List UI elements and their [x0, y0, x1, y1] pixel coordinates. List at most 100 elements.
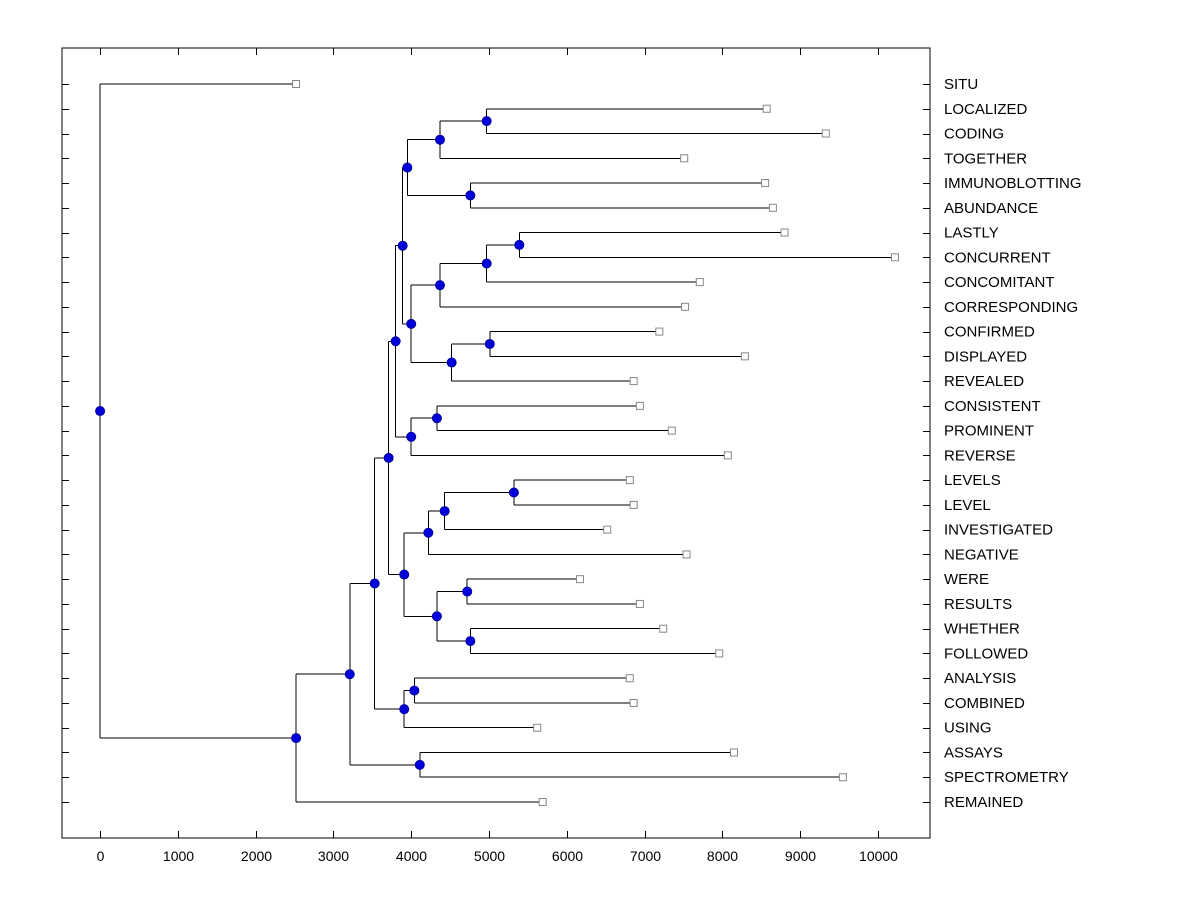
branch-node-marker	[465, 190, 476, 201]
x-tick-label: 9000	[785, 848, 816, 864]
axes	[61, 47, 931, 839]
branch-node-marker	[409, 685, 420, 696]
node-markers	[95, 80, 899, 806]
leaf-label: NEGATIVE	[944, 546, 1019, 563]
leaf-label: REVEALED	[944, 373, 1024, 390]
branch-node-marker	[95, 406, 106, 417]
leaf-marker	[576, 575, 584, 584]
leaf-marker	[603, 525, 612, 534]
branch-node-marker	[406, 318, 417, 329]
leaf-label: WHETHER	[944, 621, 1020, 638]
plot-box	[61, 47, 931, 839]
leaf-marker	[292, 80, 301, 88]
x-tick-label: 7000	[630, 848, 661, 864]
leaf-marker	[667, 426, 676, 435]
x-tick-label: 8000	[707, 848, 738, 864]
branch-node-marker	[423, 527, 434, 538]
leaf-label: RESULTS	[944, 596, 1012, 613]
plot-text: 0 1000 2000 3000 4000 5000 6000 7000 8000 9000 100…	[97, 76, 1082, 864]
leaf-marker	[533, 723, 542, 732]
leaf-marker	[838, 773, 847, 782]
leaf-marker	[635, 599, 644, 608]
leaf-marker	[723, 451, 732, 460]
branch-node-marker	[431, 413, 442, 424]
leaf-label: LEVELS	[944, 472, 1001, 489]
branch-node-marker	[484, 338, 495, 349]
leaf-label: CORRESPONDING	[944, 299, 1078, 316]
branch-node-marker	[402, 162, 413, 173]
branch-node-marker	[462, 586, 473, 597]
leaf-marker	[629, 698, 638, 707]
leaf-label: INVESTIGATED	[944, 522, 1053, 539]
leaf-marker	[625, 476, 634, 485]
leaf-marker	[740, 352, 749, 361]
x-tick-label: 3000	[318, 848, 349, 864]
branch-node-marker	[406, 431, 417, 442]
leaf-marker	[625, 674, 634, 683]
leaf-marker	[629, 500, 638, 509]
leaf-label: CONFIRMED	[944, 324, 1035, 341]
leaf-label: REMAINED	[944, 794, 1023, 811]
leaf-label: REVERSE	[944, 447, 1016, 464]
x-tick-label: 10000	[859, 848, 898, 864]
leaf-marker	[655, 327, 664, 336]
leaf-marker	[538, 798, 547, 806]
leaf-label: ABUNDANCE	[944, 200, 1038, 217]
leaf-marker	[635, 401, 644, 410]
leaf-marker	[680, 154, 689, 163]
x-tick-label: 1000	[163, 848, 194, 864]
leaf-marker	[891, 253, 899, 262]
branch-node-marker	[508, 487, 519, 498]
branch-node-marker	[481, 258, 492, 269]
leaf-marker	[730, 748, 738, 757]
leaf-label: IMMUNOBLOTTING	[944, 175, 1082, 192]
branch-node-marker	[481, 116, 492, 127]
branch-node-marker	[399, 569, 410, 580]
leaf-marker	[768, 203, 777, 212]
leaf-label: FOLLOWED	[944, 645, 1028, 662]
leaf-label: LOCALIZED	[944, 101, 1028, 118]
branch-node-marker	[465, 636, 476, 647]
branch-node-marker	[414, 759, 425, 770]
branch-node-marker	[431, 611, 442, 622]
branch-node-marker	[446, 357, 457, 368]
branch-node-marker	[435, 280, 445, 291]
leaf-marker	[715, 649, 724, 658]
branch-node-marker	[399, 704, 410, 715]
leaf-label: ANALYSIS	[944, 670, 1016, 687]
leaf-label: CONCOMITANT	[944, 274, 1055, 291]
leaf-marker	[659, 624, 668, 633]
leaf-marker	[821, 129, 830, 138]
branch-node-marker	[397, 240, 408, 251]
leaf-marker	[780, 228, 789, 237]
branch-node-marker	[383, 452, 394, 463]
leaf-marker	[695, 278, 704, 287]
x-tick-label: 6000	[552, 848, 583, 864]
branch-node-marker	[435, 134, 445, 145]
branch-node-marker	[369, 578, 380, 589]
x-tick-label: 0	[97, 848, 105, 864]
leaf-label: SPECTROMETRY	[944, 769, 1069, 786]
leaf-label: CONSISTENT	[944, 398, 1041, 415]
branch-node-marker	[344, 669, 355, 680]
leaf-label: CODING	[944, 126, 1004, 143]
leaf-label: PROMINENT	[944, 423, 1034, 440]
leaf-marker	[682, 550, 691, 559]
leaf-label: TOGETHER	[944, 150, 1027, 167]
leaf-label: CONCURRENT	[944, 249, 1051, 266]
leaf-marker	[761, 179, 770, 188]
branch-node-marker	[390, 336, 401, 347]
leaf-label: SITU	[944, 76, 978, 93]
x-tick-label: 4000	[396, 848, 427, 864]
leaf-marker	[762, 104, 771, 113]
branch-node-marker	[291, 733, 302, 744]
x-tick-label: 5000	[474, 848, 505, 864]
leaf-marker	[629, 377, 638, 386]
leaf-label: COMBINED	[944, 695, 1025, 712]
leaf-label: DISPLAYED	[944, 348, 1027, 365]
x-tick-label: 2000	[241, 848, 272, 864]
leaf-label: LASTLY	[944, 225, 999, 242]
